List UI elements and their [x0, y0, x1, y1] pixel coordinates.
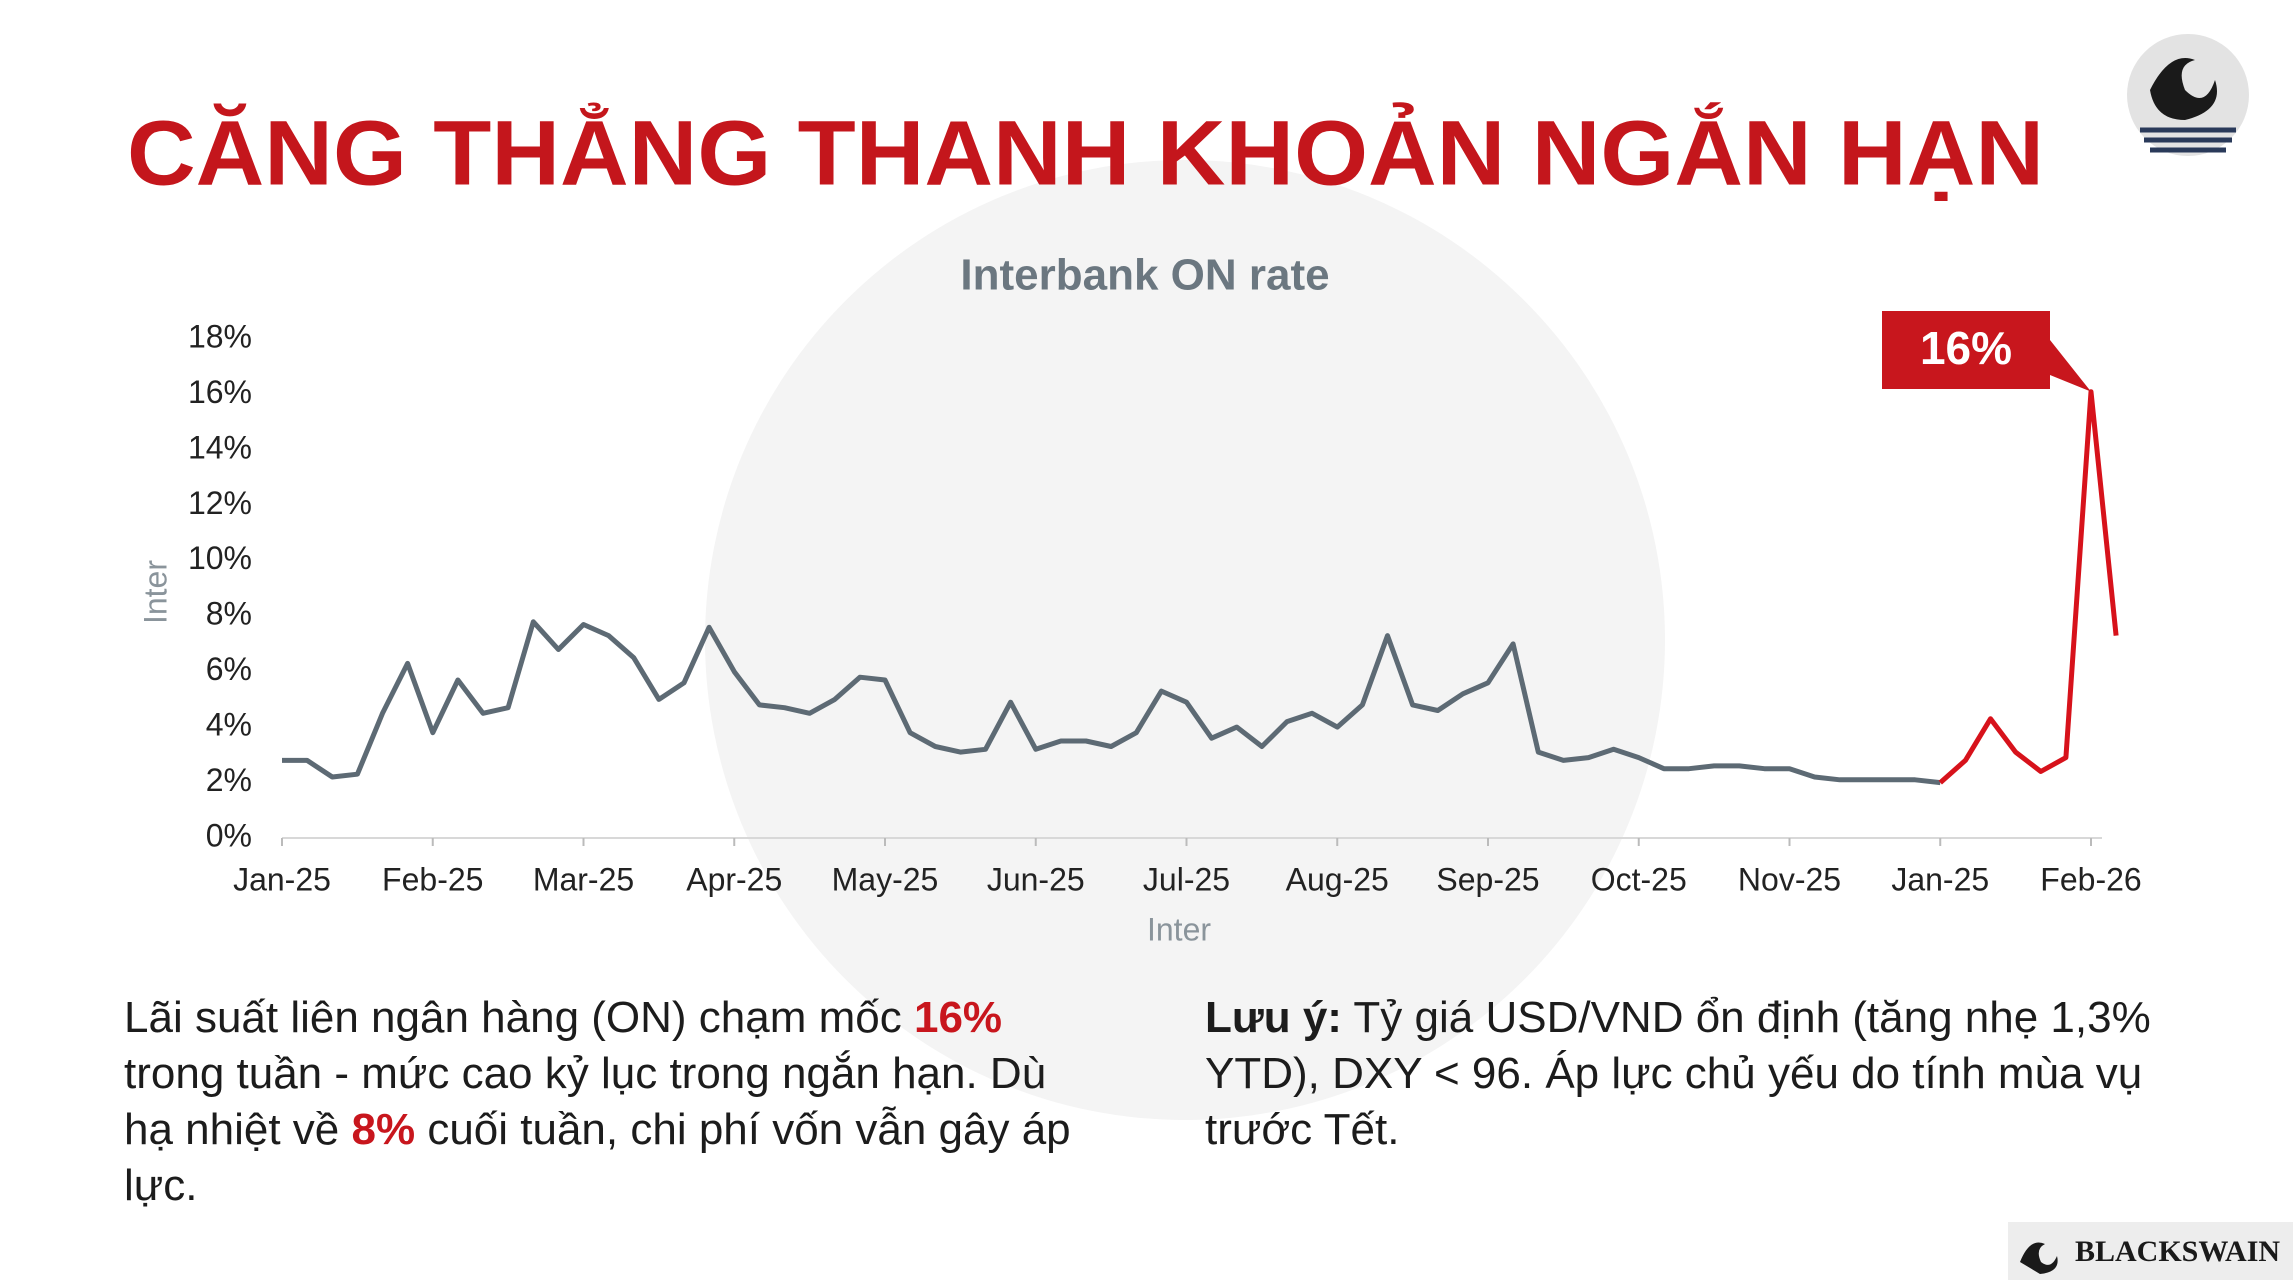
y-tick-label: 2%: [206, 762, 252, 798]
slide-title: CĂNG THẲNG THANH KHOẢN NGẮN HẠN: [127, 101, 2044, 204]
y-tick-label: 6%: [206, 651, 252, 687]
note-text: Tỷ giá USD/VND ổn định (tăng nhẹ 1,3% YT…: [1205, 993, 2151, 1154]
x-tick-label: Aug-25: [1286, 861, 1389, 897]
x-tick-label: Feb-25: [382, 861, 483, 897]
brand-badge: BLACKSWAIN: [2008, 1222, 2293, 1280]
x-tick-label: Jul-25: [1143, 861, 1230, 897]
x-axis-label: Inter: [1147, 911, 1211, 947]
series-line: [282, 619, 1941, 786]
y-tick-label: 0%: [206, 817, 252, 853]
y-axis-label: Inter: [137, 560, 173, 624]
x-tick-label: Mar-25: [533, 861, 634, 897]
x-tick-label: May-25: [832, 861, 939, 897]
x-tick-label: Jan-25: [1891, 861, 1989, 897]
y-tick-label: 14%: [188, 429, 252, 465]
y-tick-label: 16%: [188, 374, 252, 410]
brand-name: BLACKSWAIN: [2075, 1235, 2280, 1268]
chart-title: Interbank ON rate: [960, 251, 1329, 300]
logo: [2127, 34, 2249, 156]
y-tick-label: 10%: [188, 540, 252, 576]
x-tick-label: Sep-25: [1436, 861, 1539, 897]
y-tick-label: 12%: [188, 485, 252, 521]
x-tick-label: Jun-25: [987, 861, 1085, 897]
y-tick-label: 18%: [188, 318, 252, 354]
series-line: [1938, 389, 2119, 785]
annotation-label: 16%: [1920, 322, 2012, 374]
x-tick-label: Feb-26: [2040, 861, 2141, 897]
annotation-box: [1882, 311, 2091, 392]
note-text: trong tuần - mức cao kỷ lục trong ngắn h…: [124, 1049, 1047, 1154]
y-tick-label: 8%: [206, 596, 252, 632]
note-highlight: 16%: [913, 993, 1003, 1042]
note-right: Lưu ý: Tỷ giá USD/VND ổn định (tăng nhẹ …: [1205, 990, 2195, 1158]
note-text: cuối tuần, chi phí vốn vẫn gây áp lực.: [124, 1105, 1071, 1210]
x-tick-label: Nov-25: [1738, 861, 1841, 897]
note-label: Lưu ý:: [1205, 993, 1342, 1042]
y-tick-label: 4%: [206, 707, 252, 743]
note-text: Lãi suất liên ngân hàng (ON) chạm mốc: [124, 993, 914, 1042]
x-tick-label: Apr-25: [686, 861, 782, 897]
note-highlight: 8%: [351, 1105, 416, 1154]
x-tick-label: Oct-25: [1591, 861, 1687, 897]
watermark: [705, 160, 1665, 1120]
note-left: Lãi suất liên ngân hàng (ON) chạm mốc 16…: [124, 990, 1104, 1214]
x-tick-label: Jan-25: [233, 861, 331, 897]
